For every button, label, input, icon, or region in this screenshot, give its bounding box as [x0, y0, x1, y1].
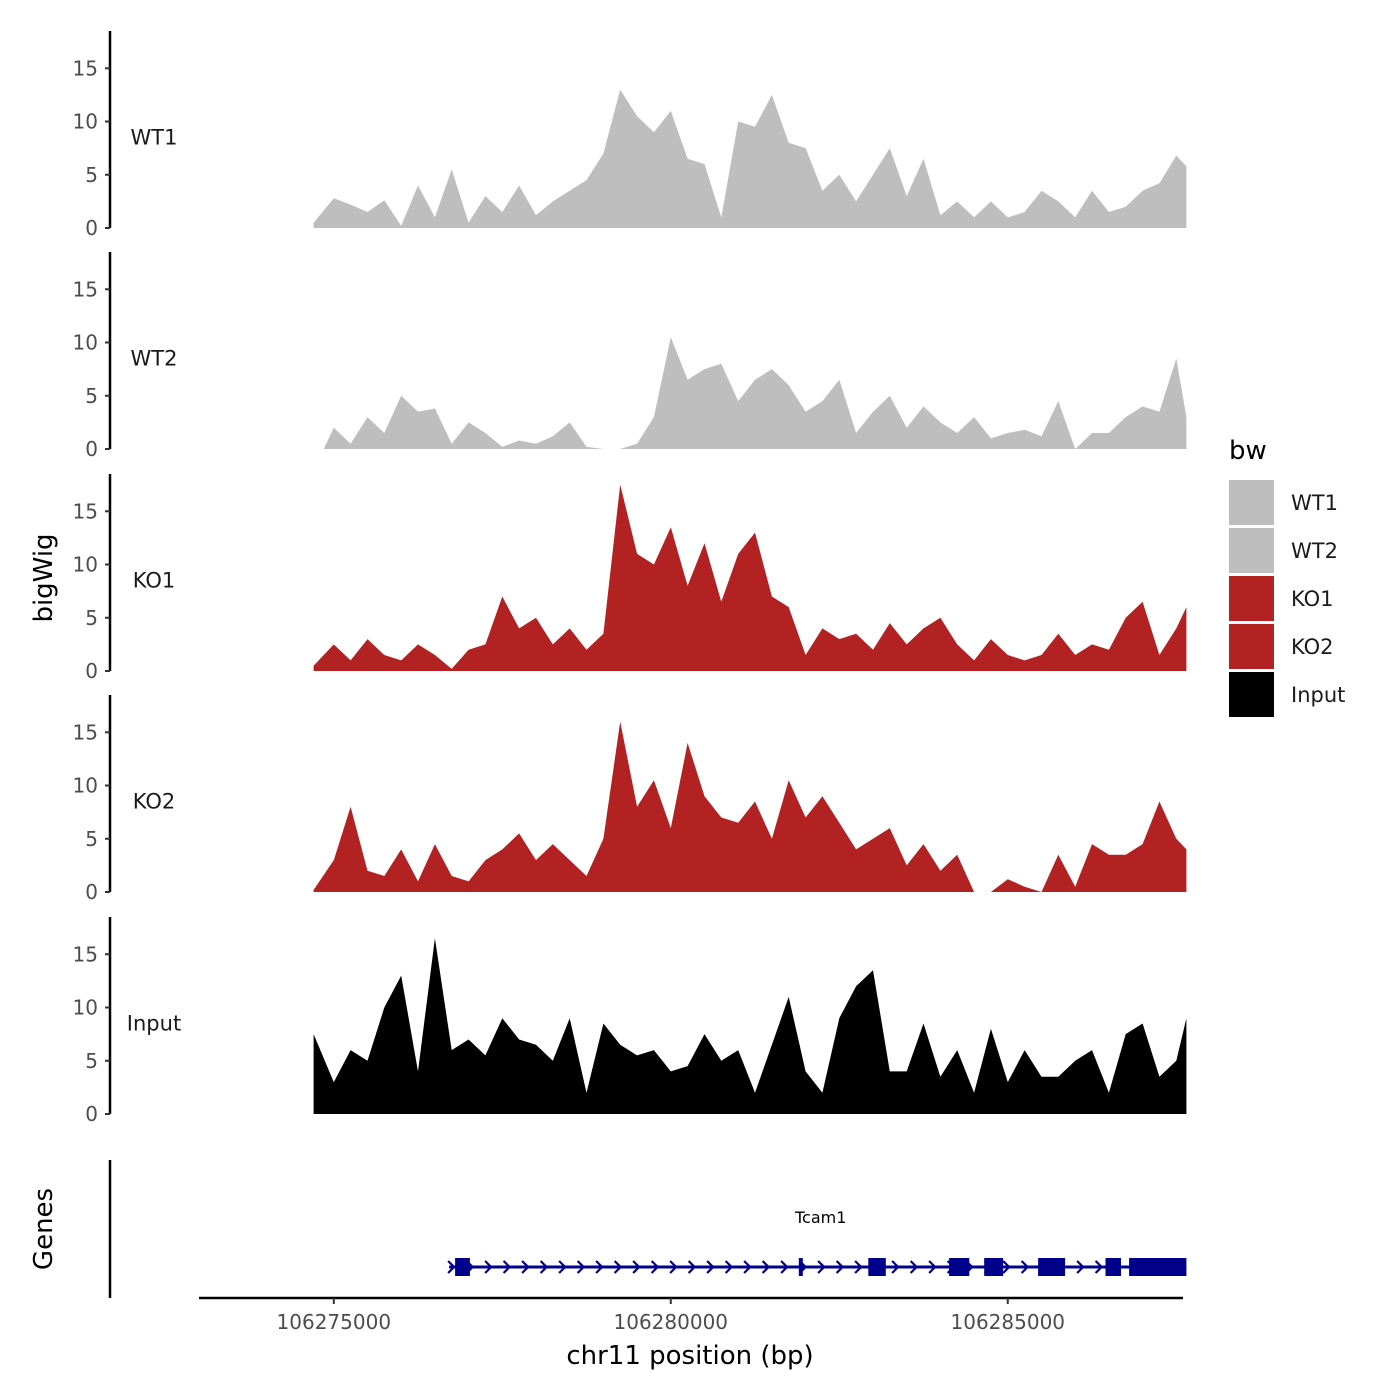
strand-arrow [613, 1260, 623, 1274]
exon-6 [1038, 1258, 1066, 1276]
track-ko1: 0 5 10 15 KO1 [73, 474, 1187, 683]
strand-arrow [558, 1260, 567, 1274]
y-tick-label-ko2-15: 15 [73, 720, 98, 744]
legend-key-ko2 [1229, 624, 1274, 669]
strand-arrow [576, 1260, 586, 1274]
area-ko1 [313, 484, 1187, 671]
strand-arrow [1076, 1260, 1085, 1274]
area-input [313, 938, 1187, 1114]
strand-arrow [669, 1260, 678, 1274]
y-tick-label-wt2-0: 0 [85, 437, 98, 461]
strand-arrow [909, 1260, 919, 1274]
legend-key-input [1229, 672, 1274, 717]
track-wt1: 0 5 10 15 WT1 [73, 31, 1187, 240]
strand-arrow [687, 1260, 697, 1274]
exon-8 [1129, 1258, 1187, 1276]
legend-key-wt2 [1229, 528, 1274, 573]
x-tick-label-106280000: 106280000 [614, 1310, 729, 1334]
strand-arrow [539, 1260, 549, 1274]
legend-key-wt1 [1229, 480, 1274, 525]
y-tick-label-ko2-10: 10 [73, 774, 98, 798]
strand-arrow [706, 1260, 715, 1274]
exon-7 [1105, 1258, 1121, 1276]
strand-arrow [835, 1260, 845, 1274]
strand-arrow [650, 1260, 660, 1274]
y-tick-label-wt1-15: 15 [73, 56, 98, 80]
strand-arrow [743, 1260, 752, 1274]
y-tick-label-wt1-0: 0 [85, 216, 98, 240]
gene-tcam1: Tcam1 [447, 1208, 1187, 1276]
track-input: 0 5 10 15 Input [73, 917, 1187, 1126]
exon-5 [984, 1258, 1004, 1276]
x-tick-label-106275000: 106275000 [277, 1310, 392, 1334]
strand-arrow [484, 1260, 493, 1274]
strand-arrow [1094, 1260, 1104, 1274]
x-tick-label-106285000: 106285000 [951, 1310, 1066, 1334]
y-tick-label-wt2-10: 10 [73, 331, 98, 355]
exon-1 [455, 1258, 470, 1276]
gene-name-label: Tcam1 [794, 1208, 846, 1227]
strand-arrow [891, 1260, 900, 1274]
track-ko2: 0 5 10 15 KO2 [73, 695, 1187, 904]
exon-3 [868, 1258, 886, 1276]
y-tick-label-ko1-0: 0 [85, 659, 98, 683]
y-tick-label-ko2-5: 5 [85, 827, 98, 851]
strand-arrow [502, 1260, 512, 1274]
strand-arrow [724, 1260, 734, 1274]
area-wt1 [313, 89, 1187, 228]
track-label-ko1: KO1 [133, 568, 176, 592]
gene-models: Tcam1 [447, 1208, 1187, 1276]
gene-track: Tcam1 [108, 1160, 1187, 1298]
strand-arrow [854, 1260, 863, 1274]
area-wt2 [323, 337, 1187, 449]
y-tick-label-input-5: 5 [85, 1049, 98, 1073]
strand-arrow [817, 1260, 826, 1274]
y-axis-title: bigWig [29, 533, 59, 622]
track-label-input: Input [127, 1011, 181, 1035]
y-tick-label-ko1-15: 15 [73, 499, 98, 523]
area-ko2 [313, 721, 1187, 892]
strand-arrow [1002, 1260, 1011, 1274]
legend-label-input: Input [1291, 683, 1345, 707]
strand-arrow [780, 1260, 789, 1274]
y-tick-label-input-15: 15 [73, 942, 98, 966]
y-tick-label-wt2-15: 15 [73, 277, 98, 301]
strand-arrow [1020, 1260, 1030, 1274]
y-tick-label-wt2-5: 5 [85, 384, 98, 408]
strand-arrow [447, 1260, 456, 1274]
strand-arrow [632, 1260, 641, 1274]
legend: bw WT1 WT2 KO1 KO2 Input [1229, 436, 1345, 717]
track-label-wt1: WT1 [131, 125, 178, 149]
y-tick-label-wt1-10: 10 [73, 110, 98, 134]
legend-label-ko1: KO1 [1291, 587, 1334, 611]
strand-arrow [761, 1260, 771, 1274]
strand-arrow [595, 1260, 604, 1274]
signal-tracks: 0 5 10 15 WT1 0 5 10 15 WT2 0 5 10 15 KO1 0 5 10 15 KO2 0 5 10… [73, 31, 1187, 1126]
y-tick-label-wt1-5: 5 [85, 163, 98, 187]
legend-label-ko2: KO2 [1291, 635, 1334, 659]
legend-label-wt2: WT2 [1291, 539, 1338, 563]
y-tick-label-ko1-5: 5 [85, 606, 98, 630]
track-wt2: 0 5 10 15 WT2 [73, 252, 1187, 461]
legend-key-ko1 [1229, 576, 1274, 621]
strand-arrow [928, 1260, 937, 1274]
track-label-ko2: KO2 [133, 789, 176, 813]
exon-2 [798, 1258, 803, 1276]
strand-arrow [521, 1260, 530, 1274]
y-tick-label-ko2-0: 0 [85, 880, 98, 904]
legend-title: bw [1229, 436, 1267, 466]
exon-4 [949, 1258, 970, 1276]
track-label-wt2: WT2 [131, 346, 178, 370]
x-axis-title: chr11 position (bp) [566, 1341, 813, 1371]
x-axis: 106275000 106280000 106285000 [199, 1296, 1183, 1334]
legend-label-wt1: WT1 [1291, 491, 1338, 515]
y-tick-label-input-0: 0 [85, 1102, 98, 1126]
y-tick-label-input-10: 10 [73, 996, 98, 1020]
y-tick-label-ko1-10: 10 [73, 553, 98, 577]
genes-axis-title: Genes [29, 1188, 59, 1270]
